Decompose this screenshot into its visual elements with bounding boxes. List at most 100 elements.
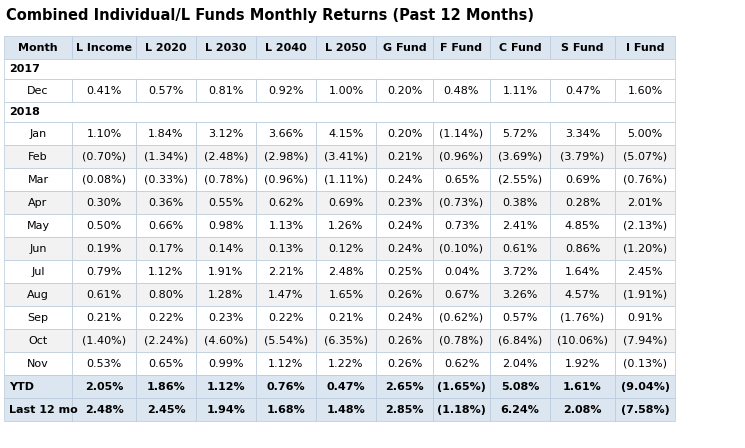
- Text: 0.21%: 0.21%: [86, 313, 121, 323]
- Text: 0.57%: 0.57%: [502, 313, 538, 323]
- Text: (0.10%): (0.10%): [440, 244, 484, 254]
- Text: 0.22%: 0.22%: [148, 313, 184, 323]
- Text: 0.41%: 0.41%: [86, 86, 121, 95]
- Bar: [136, 375, 196, 398]
- Text: 0.20%: 0.20%: [387, 86, 422, 95]
- Bar: [433, 168, 490, 191]
- Bar: [550, 306, 615, 329]
- Bar: [136, 214, 196, 237]
- Bar: [72, 36, 136, 59]
- Text: F Fund: F Fund: [440, 43, 483, 52]
- Text: 0.30%: 0.30%: [86, 198, 121, 207]
- Text: (10.06%): (10.06%): [557, 336, 608, 345]
- Text: YTD: YTD: [9, 382, 34, 392]
- Text: 0.69%: 0.69%: [565, 175, 600, 185]
- Text: 0.21%: 0.21%: [329, 313, 364, 323]
- Bar: [433, 122, 490, 145]
- Bar: [316, 214, 376, 237]
- Bar: [196, 375, 256, 398]
- Text: (2.55%): (2.55%): [498, 175, 542, 185]
- Bar: [433, 306, 490, 329]
- Bar: [196, 283, 256, 306]
- Text: 2.04%: 2.04%: [502, 358, 538, 369]
- Text: Jan: Jan: [29, 129, 47, 138]
- Bar: [256, 283, 316, 306]
- Bar: [136, 306, 196, 329]
- Bar: [256, 214, 316, 237]
- Bar: [72, 122, 136, 145]
- Bar: [433, 36, 490, 59]
- Bar: [433, 398, 490, 421]
- Text: 0.62%: 0.62%: [268, 198, 304, 207]
- Bar: [316, 375, 376, 398]
- Text: (0.96%): (0.96%): [264, 175, 308, 185]
- Bar: [72, 306, 136, 329]
- Bar: [196, 329, 256, 352]
- Bar: [550, 145, 615, 168]
- Text: 1.22%: 1.22%: [329, 358, 364, 369]
- Text: I Fund: I Fund: [626, 43, 665, 52]
- Bar: [376, 237, 433, 260]
- Bar: [550, 352, 615, 375]
- Bar: [136, 79, 196, 102]
- Text: 3.72%: 3.72%: [502, 267, 538, 276]
- Bar: [256, 122, 316, 145]
- Text: 2.48%: 2.48%: [85, 405, 124, 414]
- Text: Combined Individual/L Funds Monthly Returns (Past 12 Months): Combined Individual/L Funds Monthly Retu…: [6, 8, 534, 23]
- Bar: [615, 214, 675, 237]
- Text: (0.62%): (0.62%): [440, 313, 484, 323]
- Bar: [72, 191, 136, 214]
- Bar: [136, 283, 196, 306]
- Text: (0.08%): (0.08%): [82, 175, 126, 185]
- Text: 1.48%: 1.48%: [326, 405, 365, 414]
- Bar: [316, 36, 376, 59]
- Bar: [72, 260, 136, 283]
- Bar: [4, 79, 72, 102]
- Text: (1.14%): (1.14%): [440, 129, 484, 138]
- Bar: [136, 352, 196, 375]
- Text: (1.11%): (1.11%): [324, 175, 368, 185]
- Text: (0.33%): (0.33%): [144, 175, 188, 185]
- Text: 0.12%: 0.12%: [329, 244, 364, 254]
- Text: Jul: Jul: [31, 267, 45, 276]
- Text: (6.84%): (6.84%): [498, 336, 542, 345]
- Text: (9.04%): (9.04%): [621, 382, 670, 392]
- Text: 1.68%: 1.68%: [267, 405, 305, 414]
- Text: Last 12 mo: Last 12 mo: [9, 405, 77, 414]
- Bar: [72, 145, 136, 168]
- Text: L 2020: L 2020: [145, 43, 187, 52]
- Bar: [316, 352, 376, 375]
- Bar: [72, 375, 136, 398]
- Text: 0.24%: 0.24%: [387, 175, 422, 185]
- Bar: [196, 145, 256, 168]
- Text: 0.79%: 0.79%: [86, 267, 121, 276]
- Text: 5.72%: 5.72%: [502, 129, 538, 138]
- Bar: [433, 214, 490, 237]
- Bar: [4, 191, 72, 214]
- Bar: [433, 260, 490, 283]
- Bar: [550, 36, 615, 59]
- Bar: [72, 329, 136, 352]
- Text: 2.48%: 2.48%: [329, 267, 364, 276]
- Text: 1.47%: 1.47%: [268, 289, 304, 300]
- Text: S Fund: S Fund: [561, 43, 603, 52]
- Bar: [615, 79, 675, 102]
- Bar: [256, 352, 316, 375]
- Text: (0.73%): (0.73%): [440, 198, 484, 207]
- Text: 0.26%: 0.26%: [387, 289, 422, 300]
- Text: 4.15%: 4.15%: [329, 129, 364, 138]
- Text: 0.48%: 0.48%: [444, 86, 479, 95]
- Text: Feb: Feb: [28, 151, 48, 161]
- Bar: [316, 398, 376, 421]
- Bar: [550, 191, 615, 214]
- Bar: [136, 145, 196, 168]
- Bar: [256, 375, 316, 398]
- Text: 0.61%: 0.61%: [502, 244, 538, 254]
- Bar: [550, 283, 615, 306]
- Bar: [376, 329, 433, 352]
- Bar: [72, 398, 136, 421]
- Bar: [490, 191, 550, 214]
- Text: 0.47%: 0.47%: [327, 382, 365, 392]
- Text: 0.65%: 0.65%: [444, 175, 479, 185]
- Bar: [316, 329, 376, 352]
